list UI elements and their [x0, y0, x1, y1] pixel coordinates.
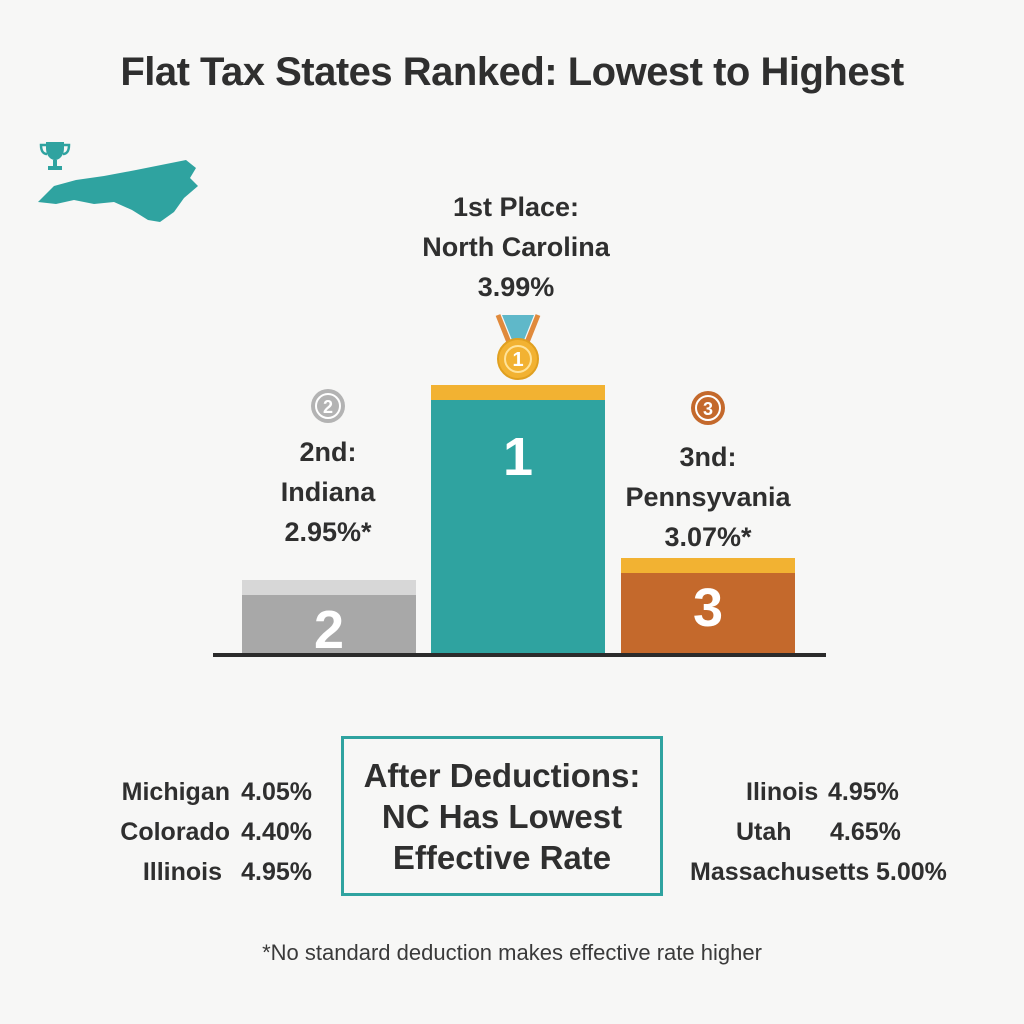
state-name: Utah: [736, 818, 792, 846]
footnote: *No standard deduction makes effective r…: [262, 940, 762, 965]
trophy-icon: [39, 142, 71, 170]
place-3-line1: 3nd:: [679, 442, 737, 472]
podium-rank-number-3: 3: [693, 578, 723, 638]
podium-bar-cap-1: [431, 385, 605, 400]
podium-bar-cap-2: [242, 580, 416, 595]
medal-number-2: 2: [323, 397, 333, 417]
medal-ring-icon: [695, 395, 721, 421]
place-3-line2: Pennsyvania: [625, 482, 791, 512]
podium-bar-1: [431, 385, 605, 655]
north-carolina-map-icon: [38, 142, 198, 222]
page-title: Flat Tax States Ranked: Lowest to Highes…: [120, 50, 904, 94]
callout-line2: NC Has Lowest: [381, 797, 623, 835]
state-name: Ilinois: [746, 778, 819, 806]
list-item: Utah 4.65%: [688, 812, 958, 852]
list-item: Massachusetts 5.00%: [688, 852, 958, 892]
medal-ribbon-edge-icon: [495, 314, 541, 346]
callout-box: After Deductions: NC Has Lowest Effectiv…: [341, 736, 663, 896]
state-rate: 4.40%: [241, 818, 312, 846]
place-2-line3: 2.95%*: [284, 517, 372, 547]
place-1-line2: North Carolina: [422, 232, 610, 262]
state-rate: 4.65%: [830, 818, 901, 846]
state-name: Illinois: [142, 858, 222, 886]
state-name: Massachusetts: [690, 858, 870, 886]
other-states-left: Michigan 4.05% Colorado 4.40% Illinois 4…: [100, 772, 312, 892]
callout-line1: After Deductions:: [363, 756, 641, 794]
gold-medal-icon: [497, 338, 539, 380]
podium-rank-number-1: 1: [503, 427, 533, 487]
state-rate: 4.05%: [241, 778, 312, 806]
medal-ribbon-icon: [502, 315, 534, 345]
podium-bar-cap-3: [621, 558, 795, 573]
state-rate: 5.00%: [876, 858, 947, 886]
place-2-line1: 2nd:: [299, 437, 357, 467]
podium-rank-number-2: 2: [314, 600, 344, 660]
list-item: Colorado 4.40%: [100, 812, 312, 852]
medal-number-3: 3: [703, 399, 713, 419]
medal-ring-icon: [315, 393, 341, 419]
podium-bar-3: [621, 558, 795, 655]
medal-number-1: 1: [512, 349, 523, 371]
state-rate: 4.95%: [828, 778, 899, 806]
podium-chart: 2 2 1 1 3 3: [213, 314, 826, 660]
state-name: Colorado: [120, 818, 230, 846]
list-item: Illinois 4.95%: [100, 852, 312, 892]
state-rate: 4.95%: [241, 858, 312, 886]
list-item: Michigan 4.05%: [100, 772, 312, 812]
other-states-right: Ilinois 4.95% Utah 4.65% Massachusetts 5…: [688, 772, 958, 892]
callout-line3: Effective Rate: [392, 838, 612, 876]
place-label-2nd: 2nd: Indiana 2.95%*: [228, 432, 428, 552]
place-2-line2: Indiana: [280, 477, 376, 507]
place-3-line3: 3.07%*: [664, 522, 752, 552]
medal-ring-icon: [504, 345, 532, 373]
place-label-1st: 1st Place: North Carolina 3.99%: [376, 187, 656, 307]
place-label-3rd: 3nd: Pennsyvania 3.07%*: [588, 437, 828, 557]
place-1-line1: 1st Place:: [452, 192, 580, 222]
state-name: Michigan: [121, 778, 230, 806]
list-item: Ilinois 4.95%: [688, 772, 958, 812]
place-1-line3: 3.99%: [477, 272, 555, 302]
